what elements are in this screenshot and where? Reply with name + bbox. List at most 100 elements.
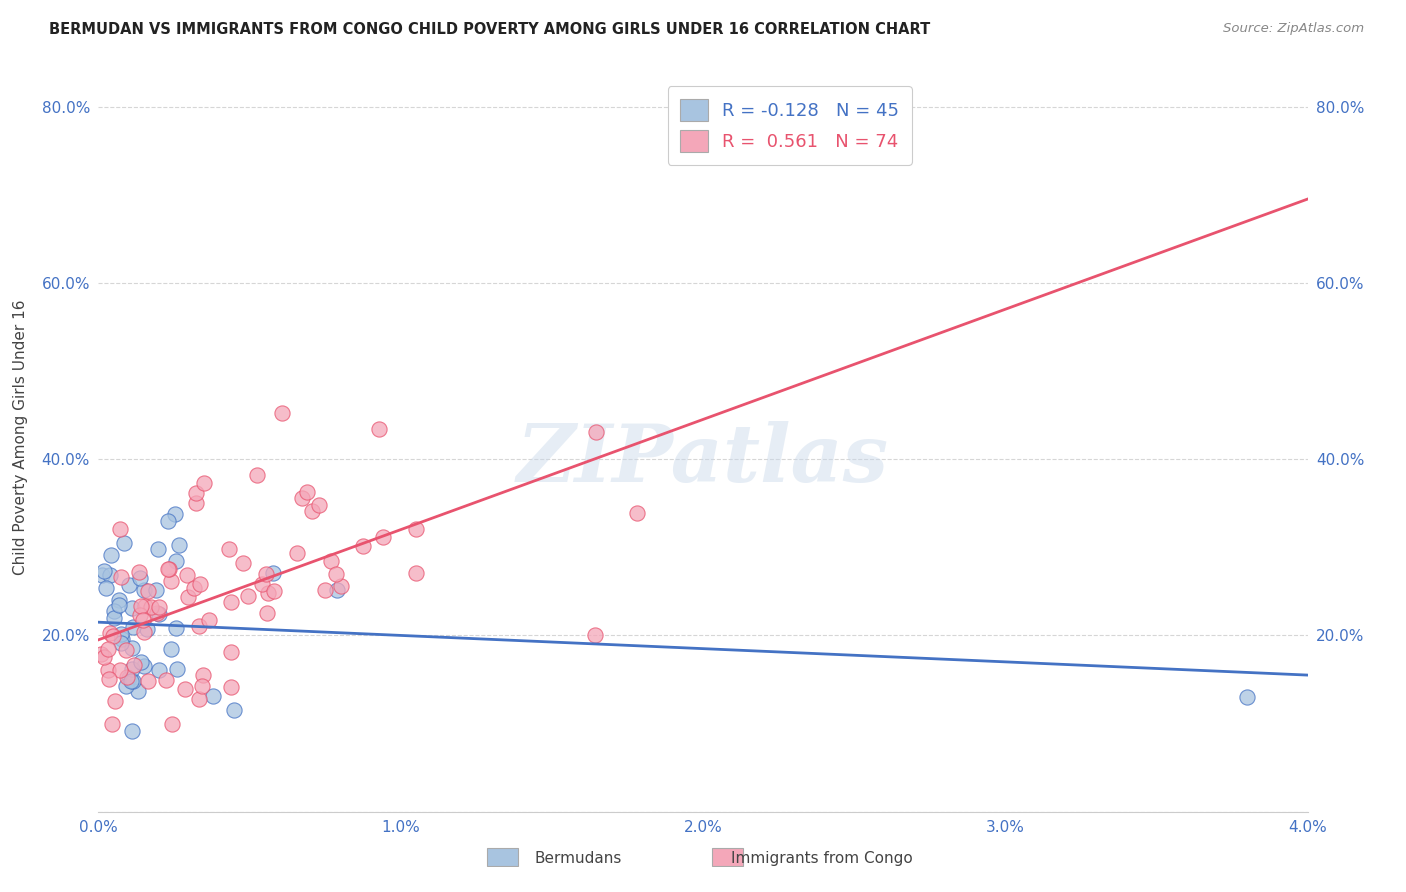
Point — [188, 577, 211, 591]
Point — [104, 694, 127, 708]
Point — [131, 613, 153, 627]
Point — [321, 553, 343, 567]
Point — [118, 578, 141, 592]
Point — [219, 680, 242, 694]
Point — [134, 583, 156, 598]
Point — [112, 536, 135, 550]
Point — [198, 613, 221, 627]
Point — [222, 703, 245, 717]
Point — [135, 622, 157, 636]
Point — [108, 522, 131, 536]
Point — [124, 658, 146, 673]
Point — [250, 576, 273, 591]
Point — [373, 530, 395, 544]
Point — [165, 621, 187, 635]
Point — [115, 643, 138, 657]
Point — [141, 599, 163, 614]
Point — [219, 645, 242, 659]
Point — [134, 659, 156, 673]
Point — [165, 507, 187, 521]
Point — [263, 584, 285, 599]
Point — [146, 606, 169, 620]
Point — [291, 491, 314, 505]
Point — [97, 664, 120, 678]
Point — [184, 496, 207, 510]
Point — [191, 667, 214, 681]
Point — [110, 663, 132, 677]
Point — [626, 506, 648, 520]
Point — [188, 691, 211, 706]
Point — [122, 620, 145, 634]
Text: Bermudans: Bermudans — [534, 851, 621, 865]
Point — [218, 541, 240, 556]
Point — [162, 716, 184, 731]
Point — [90, 647, 112, 661]
Point — [129, 607, 152, 622]
Point — [146, 541, 169, 556]
Point — [108, 598, 131, 612]
Y-axis label: Child Poverty Among Girls Under 16: Child Poverty Among Girls Under 16 — [13, 300, 28, 574]
Point — [176, 591, 198, 605]
Point — [121, 662, 143, 676]
Point — [91, 568, 114, 582]
Point — [134, 599, 156, 614]
Point — [169, 538, 191, 552]
Point — [110, 636, 132, 650]
Point — [256, 585, 278, 599]
Point — [271, 406, 294, 420]
Point — [93, 650, 115, 665]
Point — [201, 689, 224, 703]
Point — [97, 642, 120, 657]
Point — [190, 679, 212, 693]
Point — [114, 679, 136, 693]
Point — [103, 610, 125, 624]
Point — [93, 564, 115, 578]
Point — [166, 662, 188, 676]
Point — [583, 628, 606, 642]
Legend: R = -0.128   N = 45, R =  0.561   N = 74: R = -0.128 N = 45, R = 0.561 N = 74 — [668, 87, 911, 165]
Point — [136, 584, 159, 599]
Point — [94, 581, 117, 595]
Point — [184, 485, 207, 500]
Point — [187, 619, 209, 633]
Point — [193, 476, 215, 491]
Point — [120, 673, 142, 688]
Point — [254, 566, 277, 581]
Point — [160, 574, 183, 589]
Point — [134, 625, 156, 640]
Point — [101, 716, 124, 731]
Point — [121, 724, 143, 739]
Point — [405, 522, 427, 536]
Point — [128, 565, 150, 579]
Point — [115, 670, 138, 684]
Point — [308, 498, 330, 512]
Point — [100, 548, 122, 562]
Point — [285, 546, 308, 560]
Point — [103, 604, 125, 618]
Point — [165, 554, 187, 568]
Point — [157, 562, 180, 576]
Point — [127, 684, 149, 698]
Text: BERMUDAN VS IMMIGRANTS FROM CONGO CHILD POVERTY AMONG GIRLS UNDER 16 CORRELATION: BERMUDAN VS IMMIGRANTS FROM CONGO CHILD … — [49, 22, 931, 37]
Point — [314, 583, 336, 598]
Point — [138, 673, 160, 688]
Point — [129, 599, 152, 613]
Text: ZIPatlas: ZIPatlas — [517, 421, 889, 499]
Point — [128, 571, 150, 585]
Point — [157, 514, 180, 528]
Point — [183, 581, 205, 595]
Point — [368, 422, 391, 436]
Point — [117, 671, 139, 685]
Point — [121, 601, 143, 615]
Point — [219, 595, 242, 609]
Point — [301, 503, 323, 517]
Point — [98, 672, 121, 686]
Point — [330, 578, 353, 592]
Point — [295, 485, 318, 500]
Point — [326, 582, 349, 597]
Point — [325, 567, 347, 582]
Point — [121, 674, 143, 689]
Point — [148, 607, 170, 621]
Point — [246, 467, 269, 482]
Point — [231, 556, 253, 570]
